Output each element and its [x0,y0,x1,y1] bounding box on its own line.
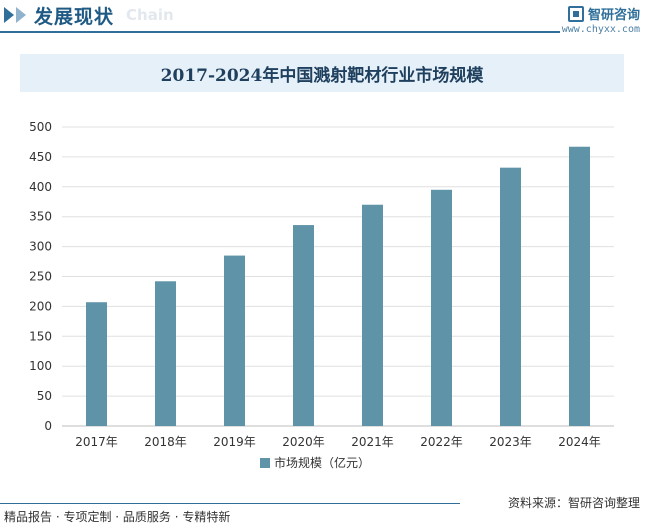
chart-title: 2017-2024年中国溅射靶材行业市场规模 [160,65,484,86]
y-tick-label: 200 [29,299,52,313]
chart-title-band: 2017-2024年中国溅射靶材行业市场规模 [20,54,624,92]
x-tick-label: 2020年 [282,435,325,449]
x-tick-label: 2018年 [144,435,187,449]
chevron-icon [4,7,14,23]
legend-swatch [260,458,270,468]
y-tick-label: 500 [29,120,52,134]
y-tick-label: 400 [29,180,52,194]
x-tick-label: 2024年 [558,435,601,449]
header-divider [0,31,560,33]
section-title: 发展现状 [34,5,115,28]
y-tick-label: 50 [37,389,52,403]
y-tick-label: 350 [29,210,52,224]
bar [431,189,452,426]
y-tick-label: 300 [29,240,52,254]
data-source: 资料来源：智研咨询整理 [507,496,640,510]
x-tick-label: 2017年 [75,435,118,449]
bar [293,225,314,426]
x-tick-label: 2019年 [213,435,256,449]
footer-tagline: 精品报告 · 专项定制 · 品质服务 · 专精特新 [4,510,231,524]
brand: 智研咨询 www.chyxx.com [562,4,640,35]
chevron-icon [16,7,26,23]
brand-name: 智研咨询 [587,8,640,23]
y-tick-label: 250 [29,270,52,284]
footer-divider [0,503,460,504]
bar [155,281,176,426]
y-tick-label: 450 [29,150,52,164]
legend: 市场规模（亿元） [260,455,370,470]
brand-url: www.chyxx.com [561,24,640,35]
section-subtitle: Chain [126,6,174,24]
x-tick-label: 2023年 [489,435,532,449]
bar [569,146,590,426]
y-tick-label: 0 [44,419,52,433]
bar [362,204,383,426]
y-tick-label: 150 [29,329,52,343]
legend-label: 市场规模（亿元） [274,455,370,470]
bar [224,255,245,426]
brand-logo-icon [567,5,584,22]
x-tick-label: 2022年 [420,435,463,449]
bar [500,167,521,426]
y-tick-label: 100 [29,359,52,373]
header: 发展现状 Chain 智研咨询 www.chyxx.com [0,0,646,35]
bar [86,302,107,426]
x-tick-label: 2021年 [351,435,394,449]
section-header: 发展现状 Chain [0,0,174,30]
